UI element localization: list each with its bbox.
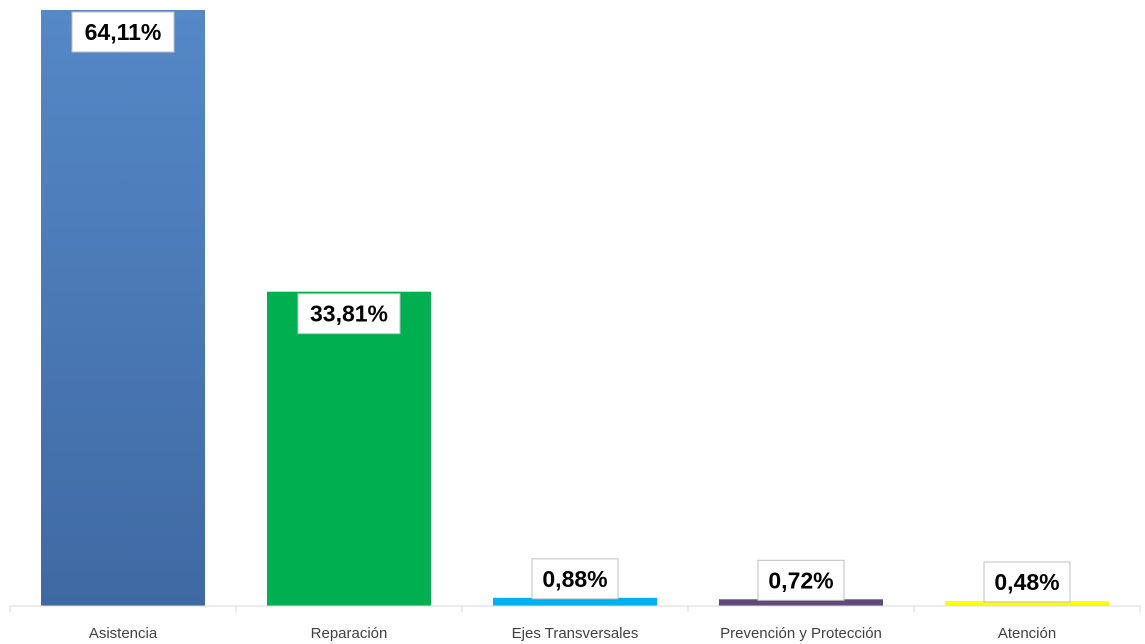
bar-ejes-transversales: [493, 597, 657, 606]
data-label-text: 33,81%: [310, 301, 388, 327]
x-tick-label: Atención: [998, 625, 1056, 642]
x-axis-tick-labels: Asistencia Reparación Ejes Transversales Pr…: [89, 625, 1056, 642]
data-label: 0,88%: [531, 558, 619, 600]
data-label-box: [757, 559, 845, 601]
data-label-box: [531, 558, 619, 600]
data-label-text: 0,88%: [542, 566, 607, 592]
bars-layer: [41, 10, 1109, 606]
x-tick-label: Prevención y Protección: [720, 625, 882, 642]
data-label-text: 64,11%: [85, 19, 162, 45]
data-label-text: 0,72%: [768, 567, 833, 593]
x-tick-label: Ejes Transversales: [512, 625, 639, 642]
bar-prevencion-y-proteccion: [719, 599, 883, 606]
data-labels-layer: 64,11% 33,81% 0,88% 0,72% 0,48%: [71, 11, 1071, 603]
data-label-text: 0,48%: [994, 569, 1059, 595]
x-axis-ticks: [9, 606, 1141, 612]
x-tick-label: Asistencia: [89, 625, 158, 642]
data-label-box: [983, 561, 1071, 603]
data-label-box: [71, 11, 175, 53]
bar-asistencia: [41, 10, 205, 606]
data-label: 33,81%: [297, 293, 401, 335]
data-label: 0,72%: [757, 559, 845, 601]
bar-reparacion: [267, 291, 431, 606]
bar-atencion: [945, 601, 1109, 606]
x-tick-label: Reparación: [311, 625, 388, 642]
data-label-box: [297, 293, 401, 335]
data-label: 0,48%: [983, 561, 1071, 603]
data-label: 64,11%: [71, 11, 175, 53]
